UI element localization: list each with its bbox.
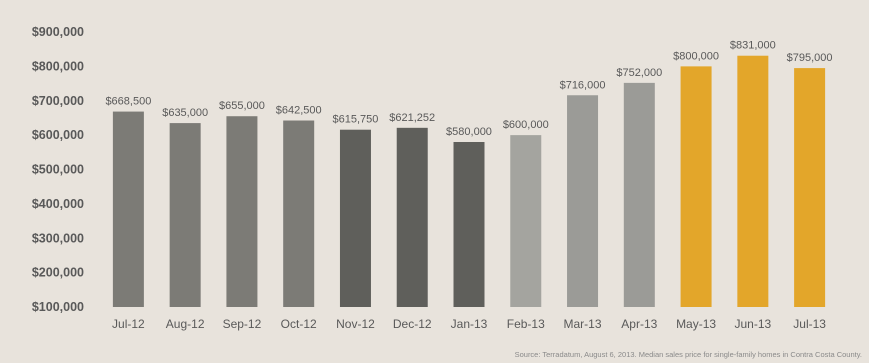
y-tick-label: $600,000 <box>32 128 84 142</box>
bar-aug-12 <box>169 123 201 307</box>
x-tick-label: Jul-13 <box>793 317 826 331</box>
bar-apr-13 <box>623 82 655 307</box>
data-label: $752,000 <box>616 67 662 79</box>
bar-oct-12 <box>283 120 315 307</box>
data-labels: $668,500 $635,000 $655,000 $642,500 $615,750… <box>105 40 832 138</box>
data-label: $621,252 <box>389 112 435 124</box>
data-label: $800,000 <box>673 50 719 62</box>
x-tick-label: Feb-13 <box>507 317 545 331</box>
bars <box>112 55 826 307</box>
data-label: $716,000 <box>560 79 606 91</box>
data-label: $655,000 <box>219 100 265 112</box>
bar-may-13 <box>680 66 712 307</box>
data-label: $795,000 <box>787 52 833 64</box>
x-axis: Jul-12 Aug-12 Sep-12 Oct-12 Nov-12 Dec-12 Jan-… <box>112 317 826 331</box>
data-label: $580,000 <box>446 126 492 138</box>
x-tick-label: Jun-13 <box>734 317 771 331</box>
bar-feb-13 <box>510 135 542 307</box>
source-note: Source: Terradatum, August 6, 2013. Medi… <box>515 350 862 359</box>
x-tick-label: Sep-12 <box>223 317 262 331</box>
x-tick-label: Dec-12 <box>393 317 432 331</box>
y-tick-label: $100,000 <box>32 300 84 314</box>
data-label: $668,500 <box>105 96 151 108</box>
y-axis: $100,000 $200,000 $300,000 $400,000 $500,000… <box>32 25 84 314</box>
y-tick-label: $300,000 <box>32 231 84 245</box>
bar-sep-12 <box>226 116 258 307</box>
x-tick-label: Oct-12 <box>281 317 317 331</box>
bar-jul-13 <box>794 68 826 307</box>
x-tick-label: Jan-13 <box>451 317 488 331</box>
data-label: $831,000 <box>730 40 776 52</box>
y-tick-label: $800,000 <box>32 59 84 73</box>
bar-dec-12 <box>396 127 428 307</box>
x-tick-label: Apr-13 <box>621 317 657 331</box>
x-tick-label: Nov-12 <box>336 317 375 331</box>
data-label: $600,000 <box>503 119 549 131</box>
x-tick-label: Mar-13 <box>564 317 602 331</box>
y-tick-label: $500,000 <box>32 163 84 177</box>
y-tick-label: $200,000 <box>32 266 84 280</box>
y-tick-label: $700,000 <box>32 94 84 108</box>
data-label: $635,000 <box>162 107 208 119</box>
bar-jun-13 <box>737 55 769 307</box>
bar-jan-13 <box>453 142 485 307</box>
x-tick-label: Aug-12 <box>166 317 205 331</box>
data-label: $615,750 <box>333 114 379 126</box>
bar-jul-12 <box>112 111 144 307</box>
x-tick-label: May-13 <box>676 317 716 331</box>
bar-mar-13 <box>567 95 599 307</box>
bar-nov-12 <box>339 129 371 307</box>
data-label: $642,500 <box>276 105 322 117</box>
x-tick-label: Jul-12 <box>112 317 145 331</box>
y-tick-label: $400,000 <box>32 197 84 211</box>
y-tick-label: $900,000 <box>32 25 84 39</box>
